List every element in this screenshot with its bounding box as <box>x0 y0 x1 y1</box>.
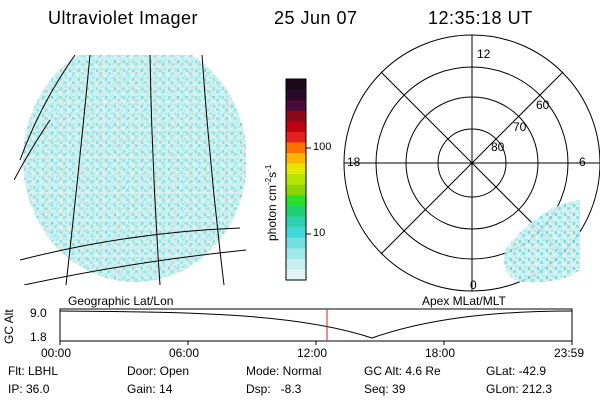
info-door: Door: Open <box>127 364 190 378</box>
info-gc-alt: GC Alt: 4.6 Re <box>364 364 441 378</box>
colorbar-swatch <box>286 174 306 186</box>
app-title: Ultraviolet Imager <box>48 8 199 28</box>
orbit-curve <box>59 310 573 339</box>
mlt-label-12: 12 <box>477 47 491 61</box>
lat-label-80: 80 <box>491 140 505 154</box>
colorbar-swatch <box>286 121 306 133</box>
right-panel-caption: Apex MLat/MLT <box>422 294 506 308</box>
colorbar-swatch <box>286 227 306 239</box>
orbit-x-tick: 00:00 <box>41 346 72 360</box>
colorbar-swatch <box>286 79 306 91</box>
info-filter: Flt: LBHL <box>8 364 59 378</box>
colorbar-swatch <box>286 205 306 218</box>
colorbar-swatch <box>286 184 306 196</box>
colorbar-swatch <box>286 237 306 249</box>
info-glon: GLon: 212.3 <box>486 382 553 396</box>
colorbar-swatch <box>286 89 306 101</box>
left-panel-caption: Geographic Lat/Lon <box>68 294 174 308</box>
colorbar-swatch <box>286 110 306 122</box>
polar-aurora-patch <box>504 200 580 283</box>
mlt-label-18: 18 <box>347 155 361 169</box>
lat-label-60: 60 <box>536 98 550 112</box>
info-dsp: Dsp: -8.3 <box>246 382 302 396</box>
orbit-y-top: 9.0 <box>30 306 47 320</box>
colorbar-tick-10: 10 <box>313 227 326 239</box>
header-date: 25 Jun 07 <box>274 8 358 28</box>
orbit-axis-label: GC Alt <box>2 309 16 344</box>
colorbar-swatch <box>286 131 306 144</box>
colorbar-swatch <box>286 163 306 175</box>
info-gain: Gain: 14 <box>127 382 173 396</box>
colorbar-swatch <box>286 100 306 112</box>
lat-label-70: 70 <box>513 120 527 134</box>
colorbar-swatch <box>286 248 306 260</box>
colorbar-swatch <box>286 195 306 207</box>
mlt-label-0: 0 <box>470 278 477 292</box>
orbit-y-bottom: 1.8 <box>30 330 47 344</box>
header-time: 12:35:18 UT <box>428 8 533 28</box>
info-ip: IP: 36.0 <box>8 382 50 396</box>
info-seq: Seq: 39 <box>364 382 406 396</box>
info-glat: GLat: -42.9 <box>486 364 547 378</box>
geo-grid-lines <box>14 55 246 285</box>
orbit-x-tick: 06:00 <box>169 346 200 360</box>
geographic-image-panel <box>14 55 246 285</box>
orbit-x-tick: 18:00 <box>425 346 456 360</box>
colorbar-swatch <box>286 142 306 154</box>
colorbar-swatch <box>286 269 306 281</box>
colorbar-swatch <box>286 153 306 165</box>
colorbar-label: photon cm-2s-1 <box>264 164 279 241</box>
colorbar <box>286 79 306 281</box>
colorbar-tick-100: 100 <box>313 141 332 153</box>
colorbar-swatch <box>286 216 306 228</box>
colorbar-swatch <box>286 258 306 271</box>
info-mode: Mode: Normal <box>246 364 322 378</box>
orbit-x-tick: 12:00 <box>297 346 328 360</box>
orbit-x-tick: 23:59 <box>554 346 585 360</box>
mlt-label-6: 6 <box>579 155 586 169</box>
